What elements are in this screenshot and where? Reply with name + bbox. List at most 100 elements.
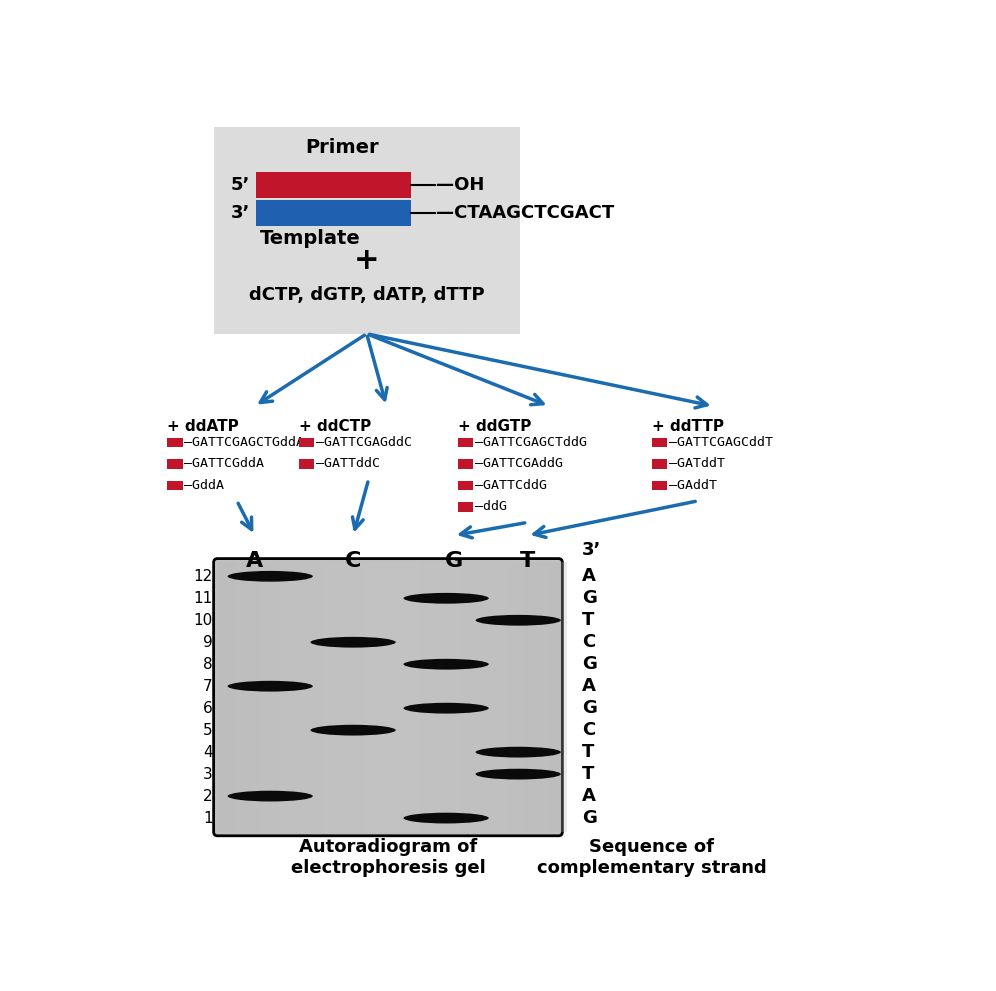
Bar: [559, 563, 568, 831]
Bar: [506, 563, 515, 831]
Ellipse shape: [227, 571, 313, 582]
Text: Primer: Primer: [306, 138, 379, 158]
Bar: [299, 459, 315, 469]
Ellipse shape: [311, 637, 395, 648]
Text: 10: 10: [193, 612, 213, 627]
Text: A: A: [582, 677, 596, 696]
Bar: [497, 563, 506, 831]
Bar: [299, 438, 315, 447]
Bar: [288, 563, 296, 831]
Ellipse shape: [403, 703, 489, 714]
Bar: [167, 438, 182, 447]
Text: 2: 2: [203, 789, 213, 804]
Text: G: G: [582, 590, 597, 607]
Ellipse shape: [403, 593, 489, 604]
Ellipse shape: [403, 813, 489, 824]
Text: G: G: [582, 809, 597, 827]
Bar: [349, 563, 358, 831]
Text: Template: Template: [260, 229, 361, 248]
Text: 6: 6: [203, 701, 213, 716]
Bar: [213, 128, 520, 334]
Bar: [524, 563, 532, 831]
Bar: [244, 563, 252, 831]
Text: A: A: [246, 551, 263, 571]
Bar: [471, 563, 480, 831]
Bar: [217, 563, 226, 831]
Bar: [314, 563, 323, 831]
Bar: [261, 563, 270, 831]
Text: —GATTCGAGCddT: —GATTCGAGCddT: [668, 436, 773, 449]
Bar: [392, 563, 401, 831]
Text: C: C: [582, 633, 595, 651]
Ellipse shape: [475, 747, 561, 757]
Bar: [489, 563, 497, 831]
Text: 11: 11: [193, 591, 213, 606]
Bar: [410, 563, 418, 831]
Text: A: A: [582, 787, 596, 805]
Ellipse shape: [403, 659, 489, 670]
Text: —GAddT: —GAddT: [668, 479, 716, 492]
Ellipse shape: [475, 614, 561, 625]
Bar: [480, 563, 489, 831]
Bar: [427, 563, 436, 831]
Text: 12: 12: [193, 569, 213, 584]
Text: +: +: [354, 246, 379, 275]
Bar: [651, 459, 667, 469]
Bar: [458, 481, 473, 491]
Bar: [436, 563, 445, 831]
Bar: [651, 438, 667, 447]
Bar: [401, 563, 410, 831]
Text: 8: 8: [203, 657, 213, 672]
Bar: [279, 563, 288, 831]
Text: 3: 3: [203, 767, 213, 782]
Bar: [226, 563, 235, 831]
Bar: [367, 563, 374, 831]
Bar: [550, 563, 559, 831]
Bar: [235, 563, 244, 831]
Bar: [252, 563, 261, 831]
Bar: [305, 563, 314, 831]
Text: A: A: [582, 567, 596, 586]
Text: T: T: [582, 765, 595, 783]
Text: Sequence of
complementary strand: Sequence of complementary strand: [537, 838, 766, 877]
Bar: [358, 563, 367, 831]
Bar: [651, 481, 667, 491]
Text: C: C: [582, 721, 595, 739]
Bar: [167, 459, 182, 469]
Text: —GATTCGAddG: —GATTCGAddG: [475, 458, 563, 471]
Text: —GATTCddG: —GATTCddG: [475, 479, 547, 492]
Text: 9: 9: [203, 635, 213, 650]
Text: 4: 4: [203, 744, 213, 760]
Text: 5: 5: [203, 722, 213, 737]
Text: —GATddT: —GATddT: [668, 458, 724, 471]
Text: 5’: 5’: [231, 176, 250, 194]
FancyBboxPatch shape: [213, 559, 563, 835]
Bar: [418, 563, 427, 831]
Bar: [458, 459, 473, 469]
Text: + ddATP: + ddATP: [167, 419, 239, 434]
Text: —CTAAGCTCGACT: —CTAAGCTCGACT: [436, 204, 615, 222]
Bar: [256, 172, 411, 198]
Ellipse shape: [311, 724, 395, 735]
Text: —GddA: —GddA: [184, 479, 224, 492]
Text: G: G: [445, 551, 463, 571]
Text: —GATTCGddA: —GATTCGddA: [184, 458, 264, 471]
Bar: [462, 563, 471, 831]
Text: —OH: —OH: [436, 176, 484, 194]
Ellipse shape: [227, 791, 313, 802]
Text: T: T: [582, 611, 595, 629]
Bar: [445, 563, 453, 831]
Text: Autoradiogram of
electrophoresis gel: Autoradiogram of electrophoresis gel: [291, 838, 485, 877]
Bar: [532, 563, 541, 831]
Text: 1: 1: [203, 811, 213, 826]
Bar: [515, 563, 524, 831]
Text: 7: 7: [203, 679, 213, 694]
Bar: [167, 481, 182, 491]
Text: + ddCTP: + ddCTP: [299, 419, 372, 434]
Ellipse shape: [227, 681, 313, 692]
Bar: [323, 563, 331, 831]
Text: G: G: [582, 700, 597, 717]
Text: C: C: [345, 551, 362, 571]
Text: —ddG: —ddG: [475, 500, 507, 513]
Bar: [541, 563, 550, 831]
